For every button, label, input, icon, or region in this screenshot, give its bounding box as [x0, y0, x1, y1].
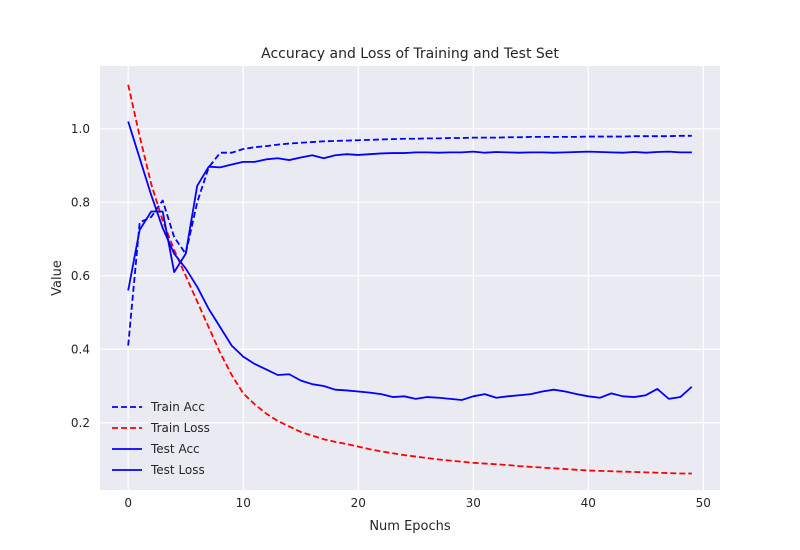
legend-label: Test Loss — [150, 463, 205, 477]
x-tick-label: 50 — [696, 496, 711, 510]
x-tick-label: 0 — [124, 496, 132, 510]
x-tick-label: 10 — [236, 496, 251, 510]
y-axis-label: Value — [50, 260, 65, 296]
y-tick-labels: 0.2 0.4 0.6 0.8 1.0 — [71, 122, 90, 430]
y-tick-label: 0.4 — [71, 342, 90, 356]
legend: Train Acc Train Loss Test Acc Test Loss — [112, 400, 210, 477]
x-tick-labels: 0 10 20 30 40 50 — [124, 496, 711, 510]
grid-lines — [100, 66, 720, 490]
legend-label: Train Acc — [150, 400, 205, 414]
series-line-train-acc — [127, 134, 692, 346]
chart-title: Accuracy and Loss of Training and Test S… — [261, 46, 559, 62]
x-tick-label: 30 — [466, 496, 481, 510]
series-line-test-acc — [127, 150, 692, 291]
x-tick-label: 40 — [581, 496, 596, 510]
y-tick-label: 0.8 — [71, 195, 90, 209]
y-tick-label: 1.0 — [71, 122, 90, 136]
series-line-test-loss — [127, 121, 693, 401]
y-tick-label: 0.2 — [71, 416, 90, 430]
legend-label: Test Acc — [150, 442, 200, 456]
series-lines — [127, 84, 693, 475]
y-tick-label: 0.6 — [71, 269, 90, 283]
x-axis-label: Num Epochs — [369, 519, 451, 534]
x-tick-label: 20 — [351, 496, 366, 510]
legend-label: Train Loss — [150, 421, 210, 435]
series-line-train-loss — [127, 84, 692, 475]
